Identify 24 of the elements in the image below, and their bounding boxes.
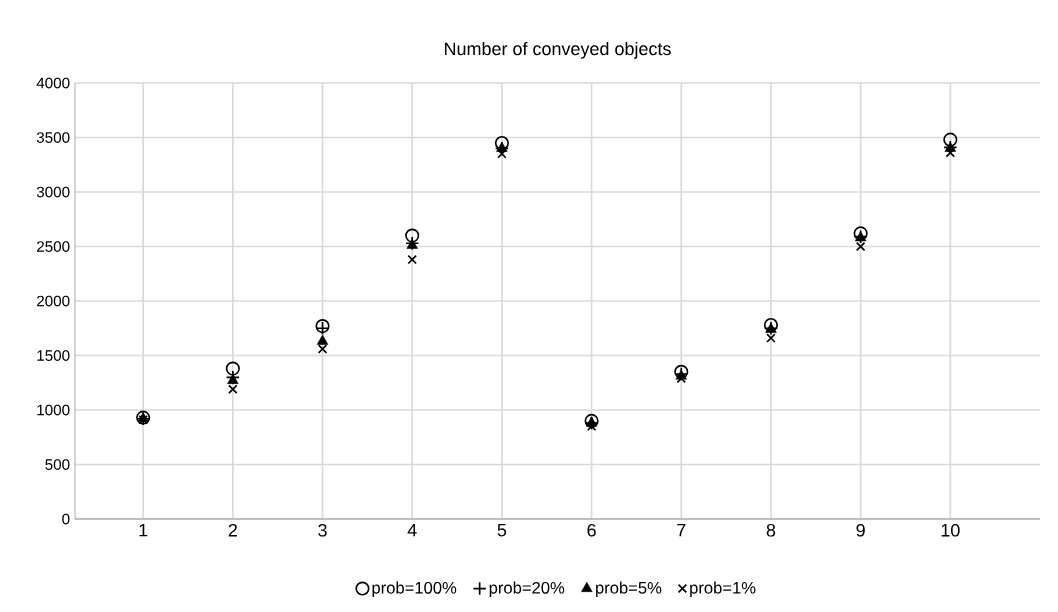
- y-tick-label: 2000: [37, 295, 70, 307]
- legend-label: prob=100%: [372, 581, 457, 597]
- legend-label: prob=20%: [489, 581, 565, 597]
- x-tick-label: 8: [766, 523, 776, 537]
- y-tick-label: 1000: [37, 404, 70, 416]
- x-tick-label: 5: [497, 523, 507, 537]
- y-tick-label: 1500: [37, 350, 70, 361]
- y-tick-label: 0: [62, 513, 70, 525]
- x-tick-label: 10: [941, 523, 960, 537]
- x-tick-label: 4: [407, 523, 417, 537]
- legend-label: prob=5%: [596, 581, 662, 597]
- x-tick-label: 6: [587, 523, 596, 537]
- y-tick-label: 3500: [36, 132, 70, 143]
- legend-label: prob=1%: [690, 581, 756, 597]
- x-tick-label: 3: [318, 523, 327, 537]
- y-tick-label: 500: [45, 459, 70, 470]
- y-tick-label: 4000: [36, 77, 70, 89]
- x-tick-label: 2: [228, 523, 237, 537]
- x-tick-label: 7: [677, 523, 686, 537]
- x-tick-label: 1: [139, 523, 148, 537]
- chart-title: Number of conveyed objects: [445, 41, 671, 59]
- x-tick-label: 9: [856, 523, 865, 537]
- y-tick-label: 2500: [37, 241, 70, 252]
- y-tick-label: 3000: [36, 186, 70, 198]
